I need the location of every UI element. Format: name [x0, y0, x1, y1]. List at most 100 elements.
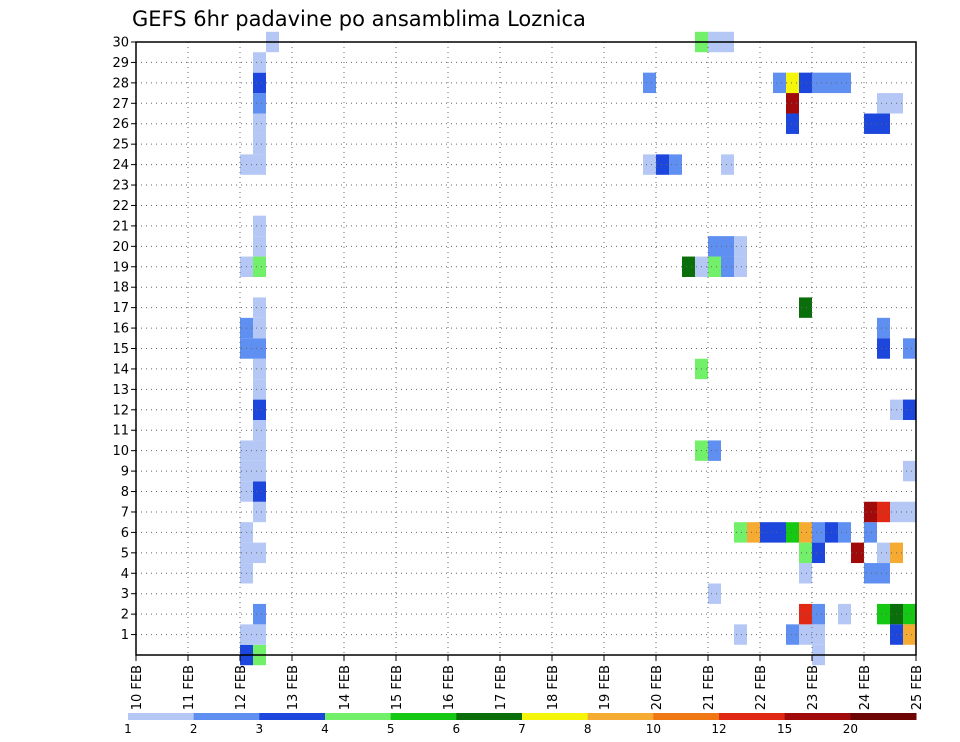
y-tick-label: 3: [121, 587, 129, 602]
legend-label: 3: [256, 722, 264, 736]
y-tick-label: 14: [112, 362, 129, 377]
legend-swatch: [390, 713, 457, 720]
y-tick-label: 7: [121, 505, 129, 520]
heatmap-cell: [838, 72, 851, 94]
heatmap-cell: [253, 72, 266, 94]
heatmap-cell: [903, 460, 916, 482]
y-tick-label: 22: [112, 199, 129, 214]
y-tick-label: 30: [112, 36, 129, 51]
legend-swatch: [325, 713, 392, 720]
x-axis: 10 FEB 11 FEB 12 FEB 13 FEB 14 FEB 15 FEB 16 F…: [130, 655, 925, 710]
y-tick-label: 9: [121, 465, 129, 480]
legend-label: 7: [518, 722, 526, 736]
y-tick-label: 23: [112, 179, 129, 194]
x-tick-label: 11 FEB: [182, 665, 197, 710]
y-tick-label: 5: [121, 546, 129, 561]
heatmap-cell: [799, 603, 812, 625]
heatmap-cell: [253, 399, 266, 421]
heatmap-cell: [812, 603, 825, 625]
heatmap-cell: [864, 501, 877, 523]
heatmap-cell: [253, 542, 266, 564]
heatmap-cell: [708, 583, 721, 604]
x-tick-label: 23 FEB: [806, 665, 821, 710]
heatmap-cell: [864, 522, 877, 543]
heatmap-cell: [721, 236, 734, 257]
y-tick-label: 17: [112, 301, 129, 316]
x-tick-label: 19 FEB: [598, 665, 613, 710]
heatmap-cell: [812, 522, 825, 543]
legend-swatch: [259, 713, 326, 720]
x-tick-label: 17 FEB: [494, 665, 509, 710]
heatmap-cell: [903, 501, 916, 523]
legend-label: 5: [387, 722, 395, 736]
y-tick-label: 25: [112, 138, 129, 153]
heatmap-cell: [682, 256, 695, 277]
legend-label: 12: [711, 722, 726, 736]
y-tick-label: 13: [112, 383, 129, 398]
heatmap-cell: [877, 113, 890, 134]
y-tick-label: 16: [112, 322, 129, 337]
heatmap-cell: [903, 338, 916, 359]
plot-frame: [135, 41, 917, 656]
heatmap-cell: [253, 338, 266, 359]
heatmap-cell: [708, 236, 721, 257]
x-tick-label: 25 FEB: [910, 665, 925, 710]
heatmap-cell: [786, 522, 799, 543]
heatmap-cell: [838, 603, 851, 625]
legend-label: 10: [646, 722, 661, 736]
legend-label: 4: [321, 722, 329, 736]
heatmap-cell: [734, 624, 747, 645]
legend-label: 15: [777, 722, 792, 736]
heatmap-cell: [903, 624, 916, 645]
heatmap-cell: [877, 93, 890, 114]
heatmap-cell: [253, 133, 266, 155]
heatmap-cell: [877, 603, 890, 625]
heatmap-cell: [253, 440, 266, 461]
legend-label: 1: [124, 722, 132, 736]
heatmap-cell: [708, 256, 721, 277]
y-tick-label: 6: [121, 526, 129, 541]
heatmap-cell: [253, 358, 266, 380]
x-tick-label: 15 FEB: [390, 665, 405, 710]
heatmap-cell: [799, 624, 812, 645]
heatmap-cell: [734, 236, 747, 257]
heatmap-cell: [786, 113, 799, 134]
y-tick-label: 21: [112, 219, 129, 234]
heatmap-cell: [799, 542, 812, 564]
legend-label: 6: [453, 722, 461, 736]
heatmap-cell: [643, 154, 656, 175]
legend-swatch: [850, 713, 917, 720]
heatmap-cell: [656, 154, 669, 175]
x-tick-label: 10 FEB: [130, 665, 145, 710]
heatmap-cell: [253, 624, 266, 645]
heatmap-cell: [864, 113, 877, 134]
heatmap-cell: [838, 522, 851, 543]
x-tick-label: 13 FEB: [286, 665, 301, 710]
y-tick-label: 10: [112, 444, 129, 459]
heatmap-cell: [253, 379, 266, 400]
heatmap-cell: [253, 481, 266, 502]
heatmap-cell: [253, 420, 266, 441]
x-tick-label: 12 FEB: [234, 665, 249, 710]
heatmap-cell: [253, 603, 266, 625]
x-tick-label: 18 FEB: [546, 665, 561, 710]
heatmap-cell: [708, 440, 721, 461]
heatmap-cell: [877, 542, 890, 564]
x-tick-label: 21 FEB: [702, 665, 717, 710]
heatmap-cell: [734, 522, 747, 543]
heatmap-cell: [786, 93, 799, 114]
y-tick-label: 20: [112, 240, 129, 255]
heatmap-cell: [253, 317, 266, 339]
heatmap-cell: [851, 542, 864, 564]
grid-lines: [136, 41, 916, 655]
y-tick-label: 26: [112, 117, 129, 132]
color-legend: 1 2 3 4 5 6 7 8 10 12 15 20: [124, 713, 917, 736]
x-tick-label: 14 FEB: [338, 665, 353, 710]
y-tick-label: 19: [112, 260, 129, 275]
y-tick-label: 28: [112, 76, 129, 91]
x-tick-label: 22 FEB: [754, 665, 769, 710]
x-tick-label: 24 FEB: [858, 665, 873, 710]
heatmap-cell: [877, 338, 890, 359]
heatmap-cell: [253, 236, 266, 257]
